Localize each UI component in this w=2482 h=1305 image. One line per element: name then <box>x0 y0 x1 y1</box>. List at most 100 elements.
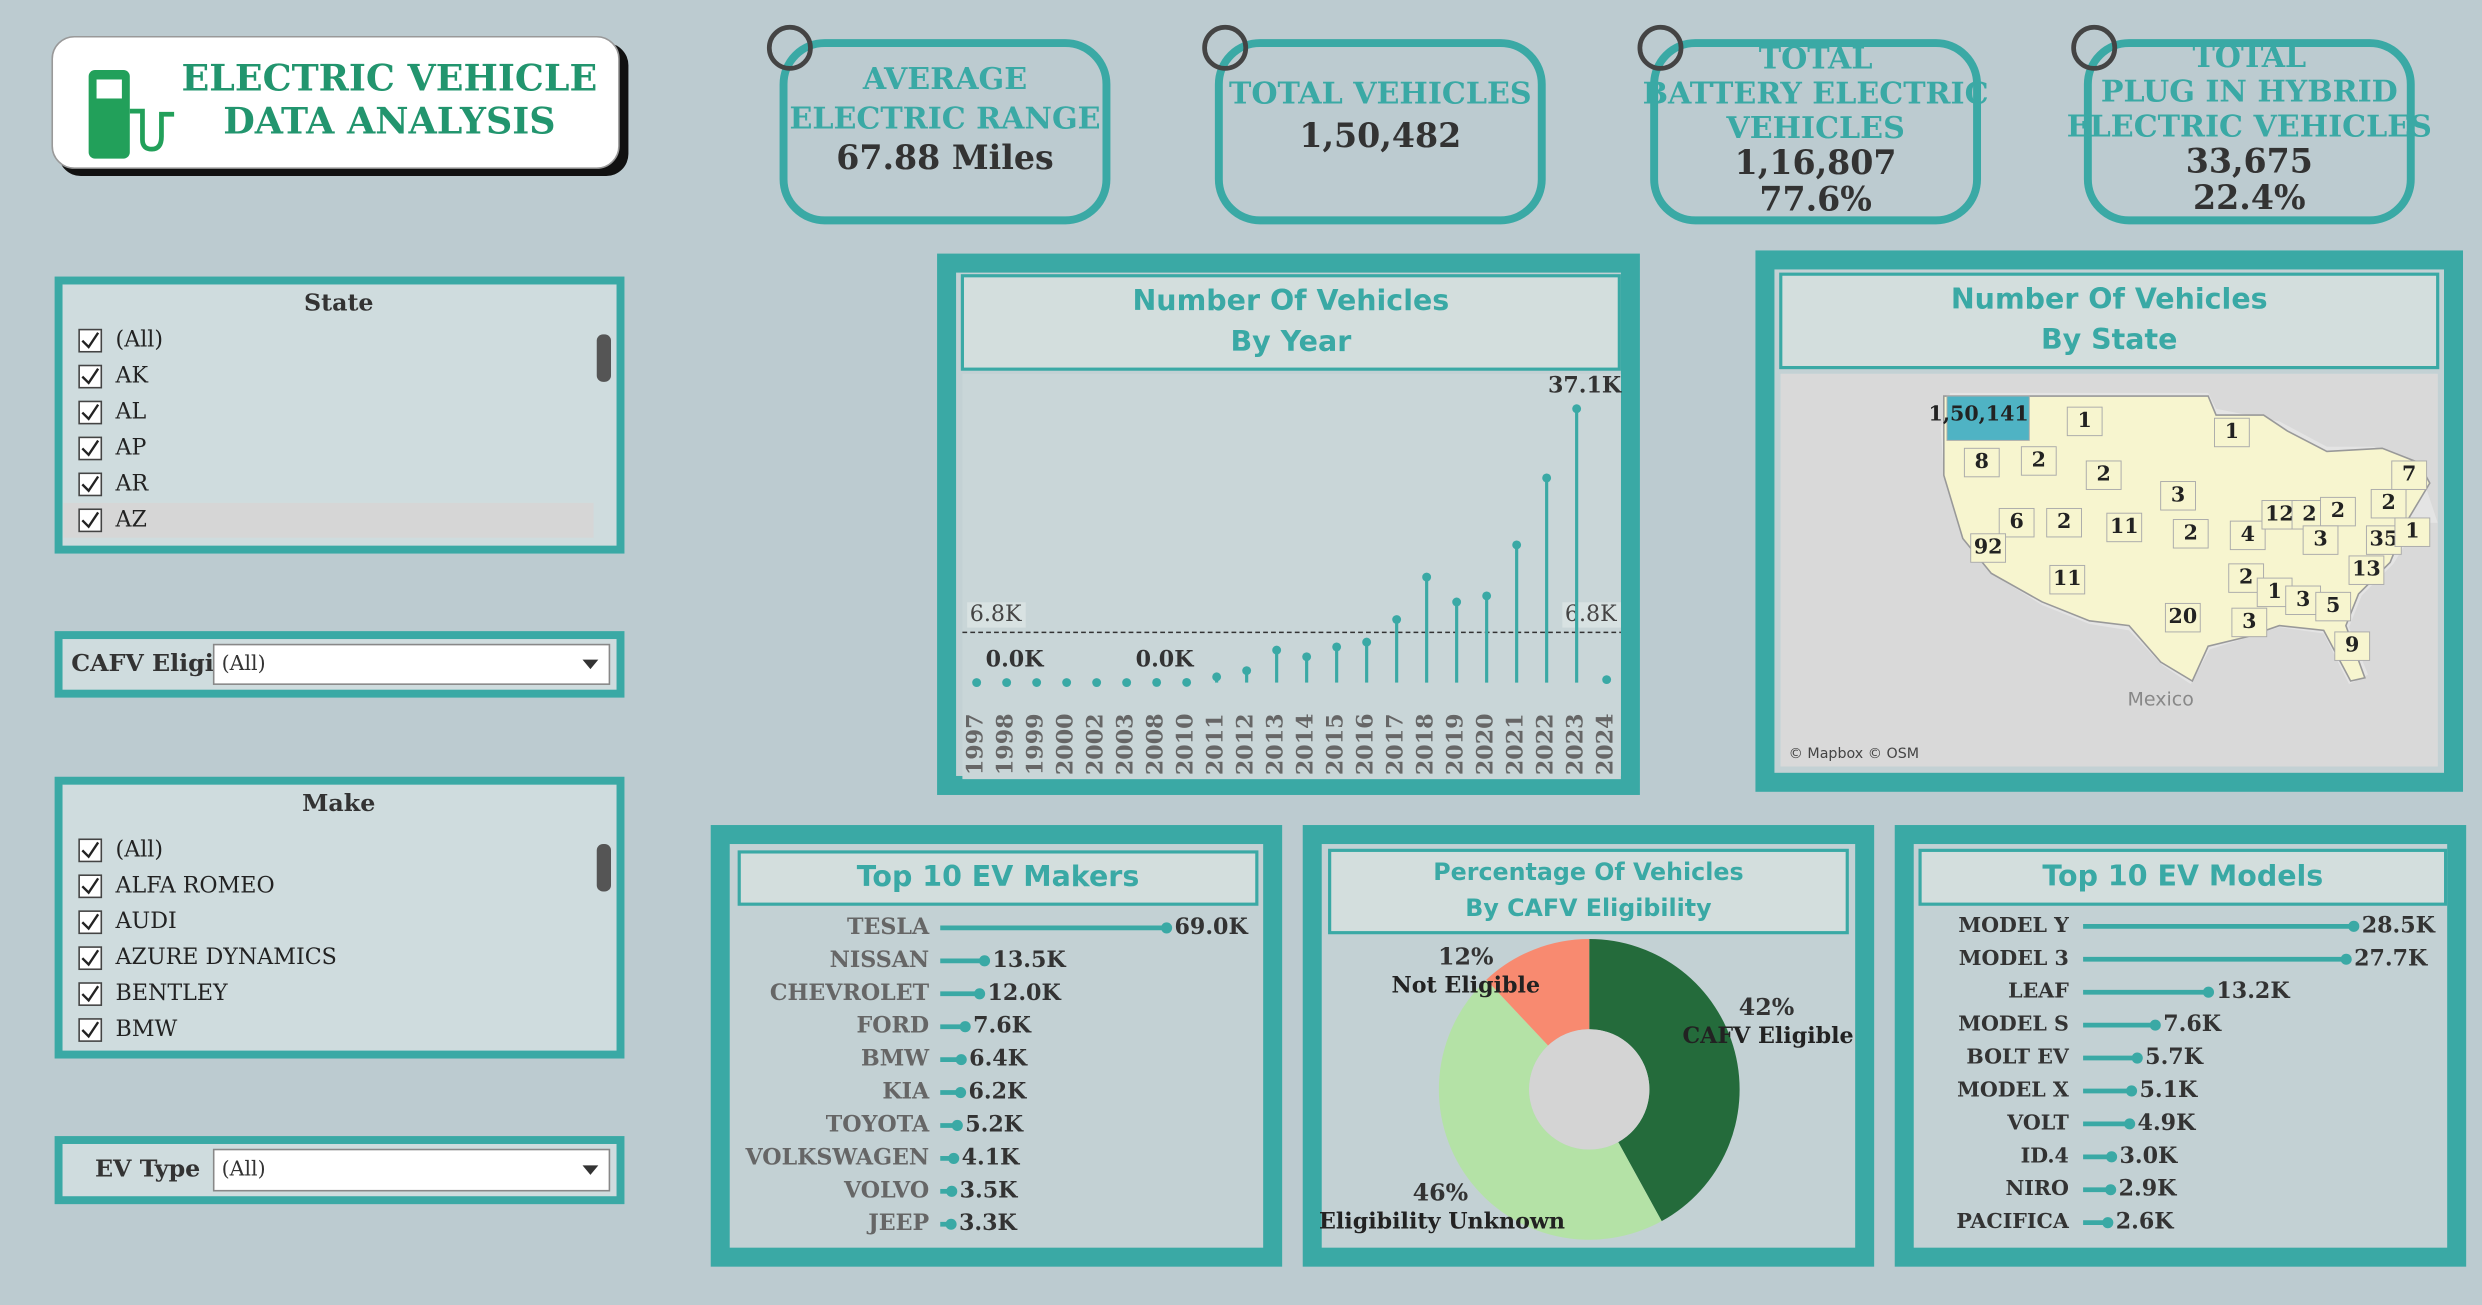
map-state <box>2020 446 2057 476</box>
header-title: ELECTRIC VEHICLE <box>182 57 598 100</box>
kpi-icon <box>766 24 813 71</box>
map-label: 2 <box>2032 447 2046 471</box>
dropdown-arrow[interactable] <box>582 1165 599 1175</box>
map-state <box>2164 602 2201 633</box>
data-label: 6.4K <box>969 1046 1028 1072</box>
kpi-value: 1,50,482 <box>1299 116 1461 155</box>
map-state <box>2160 481 2196 511</box>
kpi-value: 67.88 Miles <box>836 138 1054 177</box>
kpi-value: 77.6% <box>1759 179 1872 218</box>
kpi-value: 22.4% <box>2193 178 2306 217</box>
category-label: CAFV Eligible <box>1683 1023 1854 1049</box>
map-label: 6 <box>2009 509 2023 533</box>
x-tick-label: 2013 <box>1263 713 1289 775</box>
y-category-label: TOYOTA <box>826 1111 930 1137</box>
kpi-icon <box>1202 24 1249 71</box>
check-mark <box>81 475 100 493</box>
y-category-label: VOLKSWAGEN <box>745 1144 930 1170</box>
chart-title-box <box>737 850 1259 906</box>
y-category-label: KIA <box>882 1079 930 1105</box>
kpi-icon <box>2071 24 2118 71</box>
lollipop-dot <box>1062 678 1072 687</box>
y-category-label: FORD <box>856 1013 929 1039</box>
kpi-card <box>779 39 1111 225</box>
y-category-label: MODEL S <box>1958 1012 2069 1036</box>
category-label: Eligibility Unknown <box>1319 1208 1565 1234</box>
map-label: 20 <box>2169 604 2198 628</box>
map-label: 1 <box>2405 519 2419 543</box>
filter-item: (All) <box>116 327 163 353</box>
donut-hole <box>1529 1029 1650 1150</box>
map-state <box>2261 500 2298 530</box>
chart-title: By CAFV Eligibility <box>1465 894 1712 922</box>
map-label: 2 <box>2239 565 2253 589</box>
y-category-label: BOLT EV <box>1966 1045 2070 1069</box>
map-label: 92 <box>1974 535 2003 559</box>
x-tick-label: 2012 <box>1233 713 1259 775</box>
category-label: Not Eligible <box>1391 972 1540 998</box>
map-state <box>1946 395 2030 441</box>
data-label: 4.1K <box>962 1144 1021 1170</box>
map-label: 3 <box>2296 587 2310 611</box>
y-category-label: TESLA <box>847 914 930 940</box>
data-label: 69.0K <box>1175 914 1249 940</box>
filter-panel <box>54 776 625 1059</box>
kpi-label: ELECTRIC RANGE <box>789 102 1100 137</box>
lollipop-dot <box>2126 1085 2138 1097</box>
check-mark <box>81 368 100 385</box>
chart-title: Number Of Vehicles <box>1132 284 1449 317</box>
data-label: 3.3K <box>959 1210 1018 1236</box>
x-tick-label: 1999 <box>1023 713 1049 775</box>
lollipop-dot <box>1242 666 1252 676</box>
lollipop-dot <box>2149 1019 2161 1031</box>
y-category-label: ID.4 <box>2021 1143 2069 1167</box>
map-label: 9 <box>2345 633 2359 657</box>
lollipop-dot <box>951 1119 963 1132</box>
lollipop-dot <box>2102 1217 2114 1229</box>
filter-item: ALFA ROMEO <box>115 872 275 898</box>
chart-title: By Year <box>1230 325 1351 358</box>
lollipop-dot <box>1452 597 1462 607</box>
data-label: 6.2K <box>969 1079 1028 1105</box>
filter-item: BENTLEY <box>116 980 229 1006</box>
scrollbar[interactable] <box>596 844 612 892</box>
lollipop-dot <box>978 955 991 967</box>
map-state <box>2370 488 2407 519</box>
x-tick-label: 2002 <box>1083 713 1109 775</box>
map-state <box>2229 520 2266 551</box>
filter-item: (All) <box>116 836 163 862</box>
filter-item: AZURE DYNAMICS <box>115 944 337 970</box>
lollipop-dot <box>1272 645 1282 655</box>
lollipop-dot <box>1161 922 1173 934</box>
chart-title-box <box>1918 848 2448 906</box>
x-tick-label: 2000 <box>1053 713 1079 775</box>
filter-item: AL <box>115 399 147 425</box>
lollipop-dot <box>1212 672 1222 682</box>
x-tick-label: 2016 <box>1353 713 1379 775</box>
kpi-label: TOTAL <box>1759 41 1873 76</box>
filter-item: AR <box>115 470 150 496</box>
map-label: 1,50,141 <box>1929 402 2029 426</box>
map-label: 1 <box>2078 408 2092 432</box>
filter-item: BMW <box>116 1016 178 1042</box>
kpi-value: 33,675 <box>2186 141 2313 180</box>
reference-label: 6.8K <box>1565 601 1617 627</box>
x-tick-label: 2015 <box>1323 713 1349 775</box>
dropdown[interactable] <box>212 643 611 685</box>
scrollbar[interactable] <box>596 334 612 382</box>
map-label: 2 <box>2057 509 2071 533</box>
filter-label: EV Type <box>95 1155 200 1183</box>
x-tick-label: 2003 <box>1113 713 1139 775</box>
y-category-label: NIRO <box>2005 1176 2069 1200</box>
lollipop-dot <box>945 1218 957 1230</box>
lollipop-dot <box>1092 678 1102 687</box>
lollipop-dot <box>959 1021 971 1033</box>
check-mark <box>81 985 100 1003</box>
dropdown[interactable] <box>212 1148 611 1192</box>
x-tick-label: 1997 <box>963 713 989 775</box>
dropdown-arrow[interactable] <box>582 659 599 670</box>
lollipop-dot <box>2202 986 2215 998</box>
lollipop-dot <box>1392 615 1402 624</box>
icon <box>96 79 122 99</box>
